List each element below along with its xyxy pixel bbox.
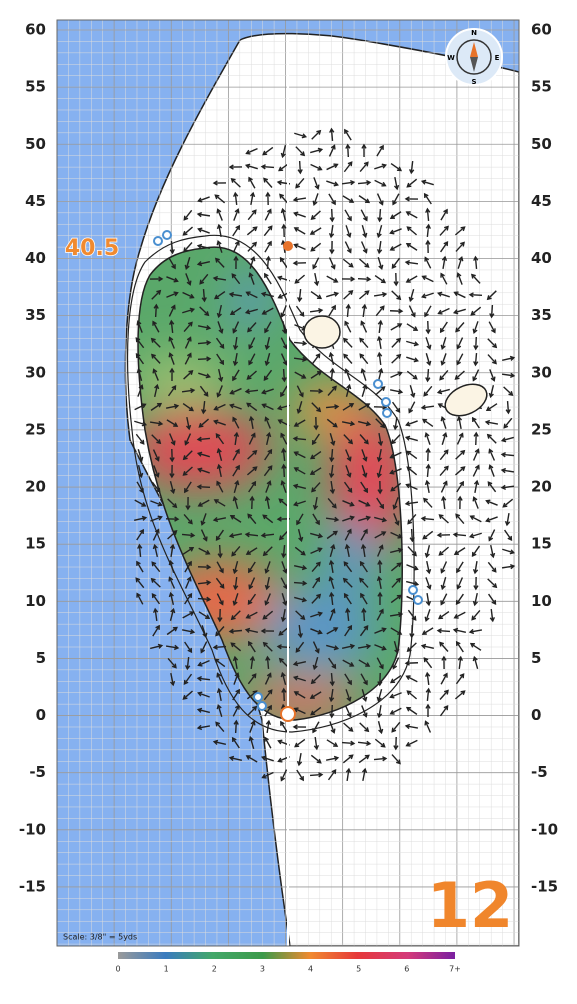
y-tick-label: 25 [531, 420, 552, 438]
y-tick-label: 45 [25, 192, 46, 210]
y-tick-label: -5 [29, 763, 46, 781]
bunker [304, 316, 340, 348]
y-tick-label: 60 [531, 21, 552, 39]
y-tick-label: 40 [25, 249, 46, 267]
compass-w: W [447, 54, 455, 62]
y-tick-label: -15 [19, 877, 46, 895]
y-tick-label: 30 [25, 363, 46, 381]
legend-label: 0 [115, 965, 120, 974]
legend-label: 6 [404, 965, 409, 974]
legend-label: 4 [308, 965, 313, 974]
y-tick-label: 30 [531, 363, 552, 381]
compass: N E S W [446, 29, 502, 86]
compass-e: E [495, 54, 500, 62]
y-tick-label: 5 [531, 649, 541, 667]
y-tick-label: 50 [25, 135, 46, 153]
y-tick-label: -5 [531, 763, 548, 781]
y-tick-label: 55 [25, 78, 46, 96]
y-tick-label: 60 [25, 21, 46, 39]
legend-label: 7+ [449, 965, 461, 974]
y-tick-label: 40 [531, 249, 552, 267]
y-tick-label: -10 [19, 820, 46, 838]
y-tick-label: 10 [25, 592, 46, 610]
y-tick-label: 0 [531, 706, 541, 724]
y-tick-label: 50 [531, 135, 552, 153]
legend-label: 1 [164, 965, 169, 974]
scale-note: Scale: 3/8" = 5yds [63, 933, 137, 942]
y-tick-label: -15 [531, 877, 558, 895]
y-tick-label: -10 [531, 820, 558, 838]
hole-number: 12 [427, 869, 513, 942]
y-tick-label: 0 [36, 706, 46, 724]
y-tick-label: 45 [531, 192, 552, 210]
y-tick-label: 10 [531, 592, 552, 610]
y-tick-label: 55 [531, 78, 552, 96]
legend-label: 2 [212, 965, 217, 974]
legend-label: 3 [260, 965, 265, 974]
y-tick-label: 15 [531, 535, 552, 553]
compass-s: S [471, 78, 476, 86]
y-tick-label: 15 [25, 535, 46, 553]
y-tick-label: 35 [531, 306, 552, 324]
slope-legend-bar [118, 952, 455, 959]
legend-label: 5 [356, 965, 361, 974]
pin [281, 707, 295, 721]
marker [283, 241, 293, 251]
y-tick-label: 5 [36, 649, 46, 667]
slope-legend: 0 1 2 3 4 5 6 7+ [115, 965, 460, 974]
y-tick-label: 20 [25, 478, 46, 496]
green-depth: 40.5 [65, 236, 119, 261]
compass-n: N [471, 29, 477, 37]
y-tick-label: 20 [531, 478, 552, 496]
y-tick-label: 25 [25, 420, 46, 438]
y-tick-label: 35 [25, 306, 46, 324]
course-area [57, 20, 519, 946]
